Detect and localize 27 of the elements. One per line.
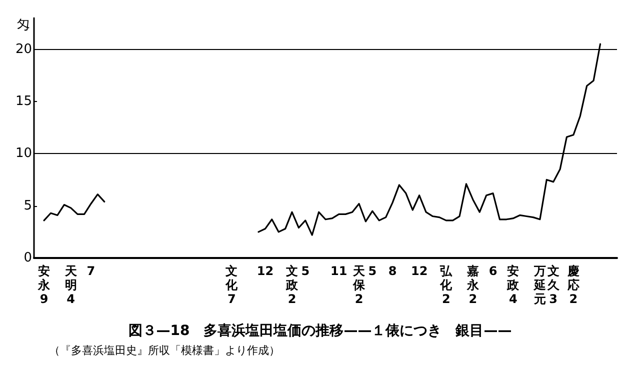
x-tick-label: 5	[301, 264, 310, 278]
y-tick-label: 10	[15, 146, 32, 162]
x-tick-label: 慶応2	[566, 264, 580, 306]
x-tick-label: 文久3	[546, 264, 560, 306]
x-tick-label: 12	[410, 264, 428, 278]
y-tick-label: 15	[15, 94, 32, 109]
x-tick-label: 安政4	[506, 264, 520, 306]
text: 図３—18 多喜浜塩田塩価の推移——１俵につき 銀目——	[128, 323, 512, 339]
x-tick-label: 文化7	[224, 264, 239, 306]
x-tick-label: 5	[368, 264, 377, 278]
x-tick-label: 嘉永2	[466, 264, 480, 306]
text: （『多喜浜塩田史』所収「模様書」より作成）	[49, 344, 280, 357]
y-tick-label: 0	[24, 250, 32, 266]
x-tick-label: 安永9	[37, 264, 52, 306]
x-tick-label: 弘化2	[439, 264, 454, 306]
x-tick-label: 万延元	[532, 264, 546, 306]
x-tick-label: 文政2	[284, 264, 299, 306]
x-tick-label: 11	[330, 264, 348, 278]
y-tick-label: 5	[24, 198, 32, 214]
x-tick-label: 7	[86, 264, 96, 278]
x-tick-label: 8	[388, 264, 397, 278]
x-tick-label: 12	[256, 264, 274, 278]
y-axis-title: 匁	[17, 18, 30, 33]
x-tick-label: 天明4	[64, 264, 78, 306]
y-tick-label: 20	[15, 42, 32, 57]
x-tick-label: 6	[488, 264, 498, 278]
x-tick-label: 天保2	[352, 264, 366, 306]
